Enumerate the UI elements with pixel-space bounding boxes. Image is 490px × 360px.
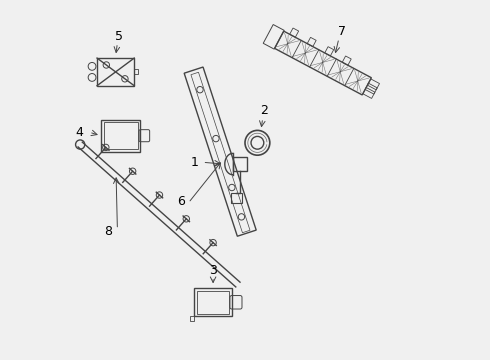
Text: 2: 2	[261, 104, 269, 117]
Text: 4: 4	[76, 126, 84, 139]
Bar	[97, 58, 134, 86]
Text: 3: 3	[209, 264, 217, 277]
Text: 7: 7	[339, 24, 346, 38]
Bar	[104, 122, 138, 149]
Text: 1: 1	[191, 156, 199, 169]
Bar	[197, 291, 229, 314]
Bar	[190, 316, 195, 321]
Bar	[101, 120, 141, 152]
Bar	[233, 157, 247, 171]
Bar	[231, 193, 242, 203]
Text: 5: 5	[115, 30, 123, 43]
Bar	[134, 69, 138, 75]
Bar	[195, 288, 232, 316]
Text: 6: 6	[177, 195, 185, 208]
Text: 8: 8	[104, 225, 112, 238]
